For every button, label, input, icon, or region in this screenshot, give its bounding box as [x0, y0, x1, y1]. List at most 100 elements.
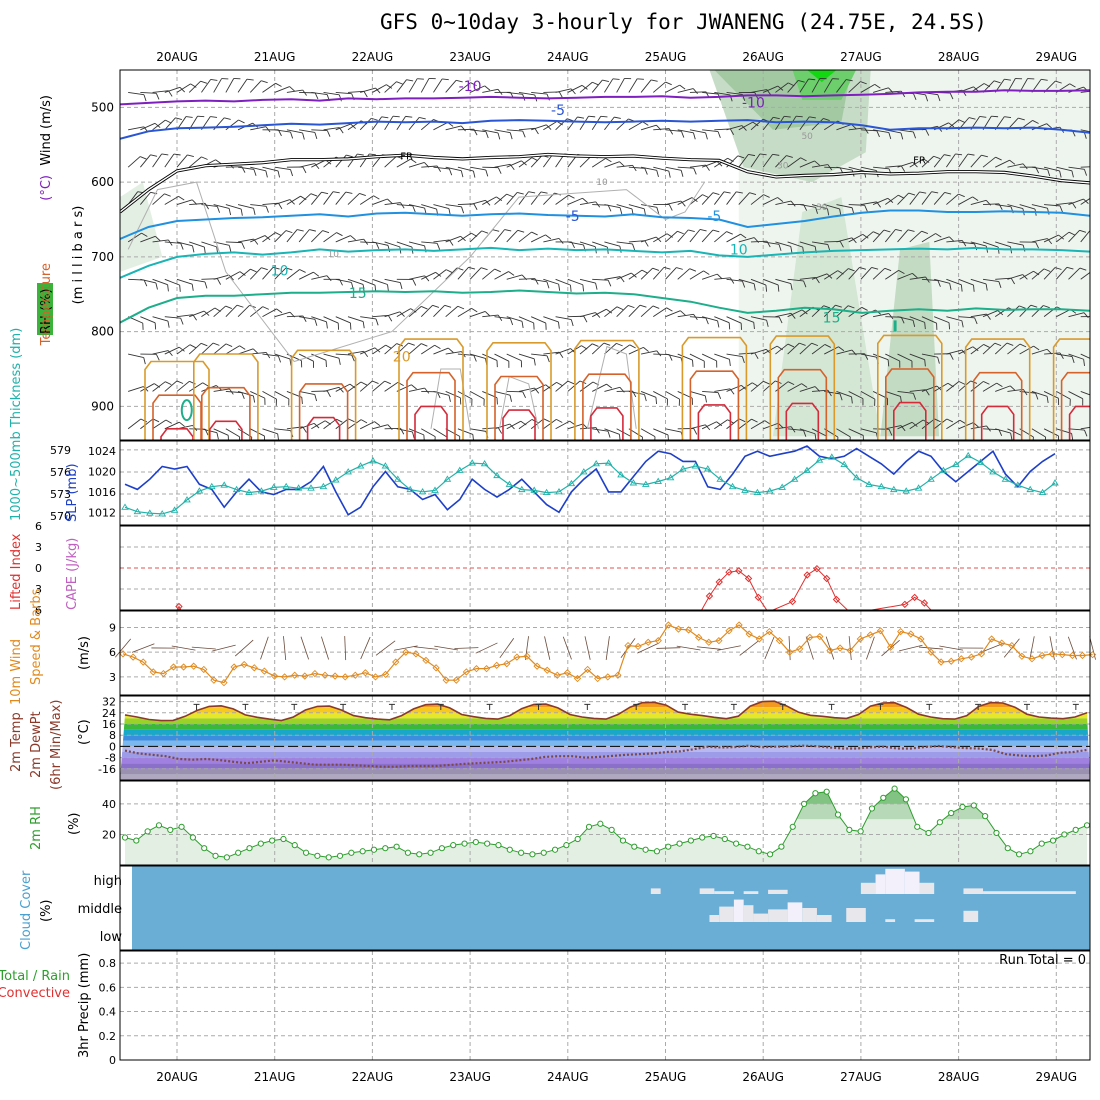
wind-barb: [897, 272, 918, 280]
wind-speed-marker: [412, 650, 420, 658]
wind-barb-flag: [835, 304, 842, 308]
wind-barb-shaft: [763, 278, 779, 286]
wind-barb: [1080, 315, 1090, 318]
wind-barb: [128, 353, 146, 365]
wind-barb-flag: [847, 305, 855, 309]
wind-barb: [1093, 191, 1100, 209]
thickness-marker: [1038, 488, 1047, 496]
wind-barb: [1043, 391, 1060, 406]
wind-barb-shaft: [213, 274, 230, 280]
wind-barb-shaft: [983, 203, 1000, 205]
thickness-tick-label: 570: [50, 510, 71, 523]
wind-barb-shaft: [262, 232, 276, 243]
surface-wind-barb: [414, 646, 438, 650]
surface-wind-barb-shaft: [939, 645, 964, 651]
wind-barb-flag: [603, 342, 611, 346]
wind-speed-marker: [856, 635, 864, 643]
surface-wind-barb-shaft: [131, 643, 155, 653]
wind-barb-shaft: [885, 165, 902, 168]
wind-barb-flag: [179, 421, 185, 427]
wind-barb-shaft: [1093, 391, 1100, 394]
wind-barb-flag: [861, 306, 868, 311]
wind-barb-flag: [202, 382, 209, 387]
wind-barb-flag: [473, 203, 478, 210]
wind-barb: [848, 428, 864, 440]
wind-barb: [482, 129, 501, 140]
wind-barb-flag: [497, 167, 502, 174]
isotherm-label: -10: [459, 79, 482, 95]
wind-barb-shaft: [921, 191, 932, 205]
wind-speed-marker: [695, 633, 703, 641]
wind-barb-shaft: [1080, 129, 1090, 134]
rh-marker: [551, 846, 559, 853]
wind-barb-shaft: [238, 166, 254, 170]
bottom-date-label: 29AUG: [1036, 1070, 1078, 1084]
wind-barb-shaft: [738, 418, 752, 430]
isotherm-FR: [120, 153, 1090, 213]
wind-barb-shaft: [1093, 163, 1100, 167]
wind-barb: [763, 197, 784, 205]
surface-wind-barb-shaft: [475, 642, 498, 654]
wind-barb-flag: [351, 282, 354, 290]
warm-isotherm: [398, 338, 464, 440]
wind-barb-shaft: [359, 421, 375, 430]
warm-isotherm: [209, 420, 243, 440]
wind-barb: [1080, 229, 1090, 243]
wind-barb-shaft: [811, 273, 828, 280]
wind-barb: [494, 271, 515, 280]
wind-barb-flag: [419, 116, 426, 120]
rh-bands: [125, 788, 1087, 865]
wind-barb-flag: [680, 170, 684, 177]
wind-barb: [1093, 227, 1100, 245]
wind-barb-flag: [790, 313, 796, 319]
wind-barb-flag: [624, 77, 632, 80]
wind-barb-shaft: [164, 380, 178, 392]
wind-barb: [897, 421, 918, 430]
wind-barb: [372, 241, 391, 252]
wind-barb-flag: [811, 342, 819, 347]
thickness-marker: [505, 480, 514, 487]
surface-wind-barb-shaft: [544, 636, 551, 660]
wind-barb: [152, 419, 172, 430]
cloud-cell-middle: [753, 913, 769, 922]
rh-marker: [857, 828, 864, 835]
wind-barb-flag: [900, 165, 906, 172]
wind-barb-shaft: [604, 116, 615, 131]
wind-barb-shaft: [872, 268, 886, 280]
wind-barb-flag: [1022, 274, 1028, 280]
bottom-date-label: 22AUG: [352, 1070, 394, 1084]
wind-barb-flag: [778, 244, 782, 251]
wind-barb-flag: [239, 345, 246, 350]
slp-tick-label: 1012: [88, 506, 116, 519]
wind-speed-marker: [230, 663, 238, 671]
warm-isotherm: [777, 368, 828, 440]
wind-barb: [457, 353, 477, 362]
wind-barb: [555, 278, 572, 292]
cloud-background: [132, 866, 1090, 950]
thickness-marker: [530, 486, 538, 493]
wind-barb-shaft: [237, 78, 248, 93]
wind-barb: [396, 158, 417, 168]
wind-barb-shaft: [1055, 267, 1068, 280]
wind-barb-shaft: [604, 161, 620, 168]
min-max-marker: [877, 703, 884, 710]
wind-barb: [1080, 166, 1090, 168]
wind-barb-flag: [668, 170, 671, 178]
wind-barb-shaft: [726, 316, 742, 324]
wind-barb: [616, 77, 632, 93]
wind-barb-shaft: [762, 153, 774, 168]
temp-band: [120, 746, 1090, 752]
wind-barb-flag: [228, 208, 232, 216]
wind-barb-shaft: [738, 154, 749, 168]
wind-barb-shaft: [372, 241, 389, 246]
precip-tick-label: 0.4: [99, 1006, 117, 1019]
wind-barb-shaft: [262, 391, 277, 400]
wind-barb: [213, 204, 232, 216]
wind-barb-flag: [314, 132, 318, 139]
thickness-marker: [642, 480, 650, 487]
wind-barb-shaft: [995, 159, 1010, 168]
thickness-marker: [555, 487, 563, 495]
wind-barb-flag: [322, 230, 330, 234]
bottom-date-label: 25AUG: [645, 1070, 687, 1084]
wind-speed-marker: [190, 662, 198, 670]
